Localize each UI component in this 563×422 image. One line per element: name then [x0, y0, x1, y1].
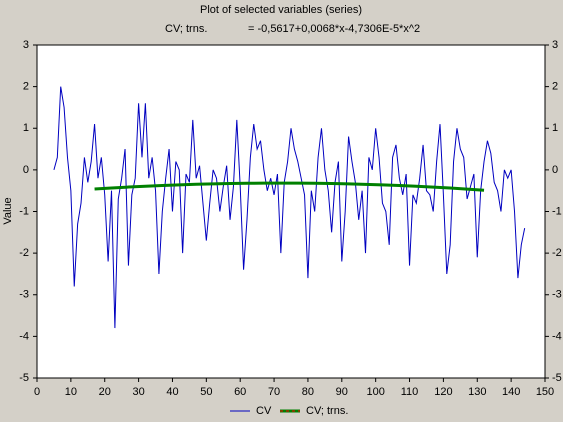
formula: = -0,5617+0,0068*x-4,7306E-5*x^2: [248, 23, 420, 35]
y2-tick-label: 1: [552, 122, 558, 134]
y2-tick-label: -3: [552, 289, 562, 301]
x-tick-label: 150: [536, 386, 554, 398]
y-tick-label: -2: [19, 247, 29, 259]
legend-label: CV; trns.: [306, 405, 348, 417]
chart-title: Plot of selected variables (series): [200, 4, 362, 16]
y2-tick-label: -4: [552, 330, 562, 342]
chart-subtitle: CV; trns.: [165, 23, 207, 35]
y2-tick-label: 3: [552, 39, 558, 51]
y-tick-label: 1: [23, 122, 29, 134]
y-tick-label: -1: [19, 205, 29, 217]
x-tick-label: 40: [166, 386, 178, 398]
y2-tick-label: 2: [552, 81, 558, 93]
y2-tick-label: -2: [552, 247, 562, 259]
y2-tick-label: -5: [552, 372, 562, 384]
plot-area: [36, 44, 546, 379]
y2-tick-label: 0: [552, 164, 558, 176]
y-tick-label: -4: [19, 330, 29, 342]
y-tick-label: 2: [23, 81, 29, 93]
x-tick-label: 0: [34, 386, 40, 398]
x-tick-label: 70: [268, 386, 280, 398]
x-tick-label: 30: [132, 386, 144, 398]
y-tick-label: 3: [23, 39, 29, 51]
x-tick-label: 120: [434, 386, 452, 398]
x-tick-label: 90: [336, 386, 348, 398]
y-axis-label: Value: [2, 197, 14, 224]
y-tick-label: -5: [19, 372, 29, 384]
x-tick-label: 20: [99, 386, 111, 398]
series-line: [53, 86, 526, 329]
x-tick-label: 60: [234, 386, 246, 398]
x-tick-label: 50: [200, 386, 212, 398]
x-tick-label: 140: [502, 386, 520, 398]
series-line: [94, 181, 485, 192]
x-tick-label: 10: [65, 386, 77, 398]
x-tick-label: 100: [366, 386, 384, 398]
x-tick-label: 130: [468, 386, 486, 398]
legend-label: CV: [256, 405, 272, 417]
x-tick-label: 110: [401, 386, 419, 398]
y-tick-label: -3: [19, 289, 29, 301]
y2-tick-label: -1: [552, 205, 562, 217]
y-tick-label: 0: [23, 164, 29, 176]
x-tick-label: 80: [302, 386, 314, 398]
